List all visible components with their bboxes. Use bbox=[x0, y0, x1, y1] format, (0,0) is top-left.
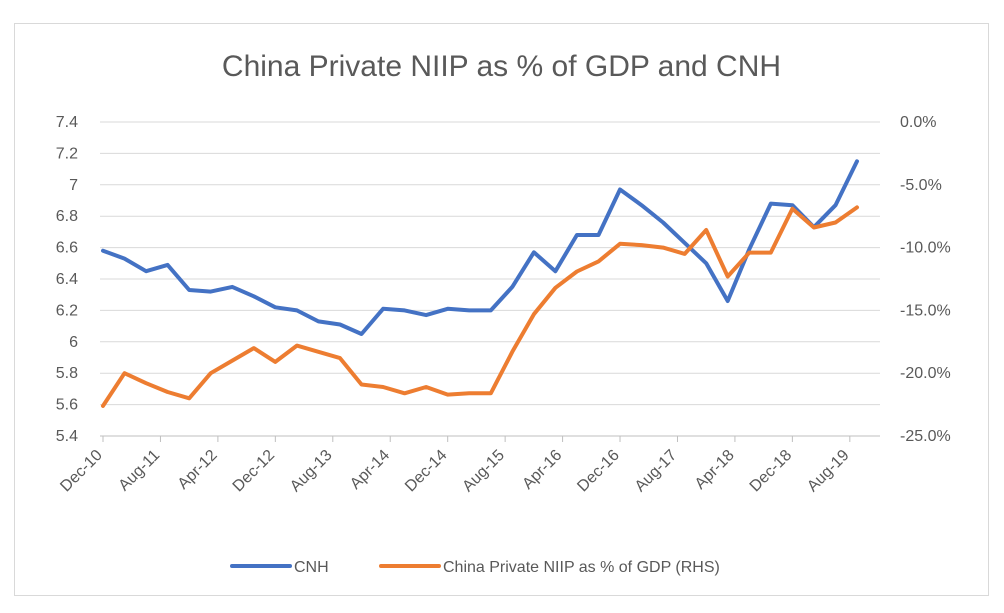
x-tick-label: Aug-13 bbox=[287, 447, 336, 496]
y-right-tick-label: -15.0% bbox=[900, 302, 951, 319]
y-left-tick-label: 5.4 bbox=[56, 428, 78, 445]
x-tick-label: Apr-12 bbox=[175, 447, 221, 493]
x-tick-label: Aug-19 bbox=[804, 447, 853, 496]
y-left-tick-label: 6 bbox=[69, 334, 78, 351]
y-right-tick-label: -5.0% bbox=[900, 177, 942, 194]
series-line-cnh bbox=[101, 159, 859, 336]
x-tick-label: Aug-11 bbox=[116, 447, 164, 495]
y-left-tick-label: 7.2 bbox=[56, 145, 78, 162]
y-right-tick-label: -25.0% bbox=[900, 428, 951, 445]
y-left-tick-label: 5.6 bbox=[56, 397, 78, 414]
y-right-tick-label: -10.0% bbox=[900, 240, 951, 257]
y-left-tick-label: 7 bbox=[69, 177, 78, 194]
x-tick-label: Aug-17 bbox=[632, 447, 681, 496]
x-tick-label: Aug-15 bbox=[459, 447, 508, 496]
y-right-tick-label: 0.0% bbox=[900, 114, 936, 131]
x-tick-label: Dec-12 bbox=[230, 447, 279, 496]
chart-title: China Private NIIP as % of GDP and CNH bbox=[221, 50, 782, 83]
x-tick-label: Dec-16 bbox=[574, 447, 623, 496]
x-tick-label: Apr-14 bbox=[347, 447, 393, 493]
legend-label: China Private NIIP as % of GDP (RHS) bbox=[443, 559, 720, 576]
y-left-tick-label: 6.6 bbox=[56, 240, 78, 257]
legend-label: CNH bbox=[294, 559, 329, 576]
x-tick-label: Apr-18 bbox=[692, 447, 738, 493]
y-left-tick-label: 7.4 bbox=[56, 114, 78, 131]
x-tick-label: Dec-10 bbox=[57, 447, 106, 496]
y-left-tick-label: 6.2 bbox=[56, 302, 78, 319]
x-tick-label: Dec-18 bbox=[747, 447, 796, 496]
x-tick-label: Apr-16 bbox=[519, 447, 565, 493]
y-left-tick-label: 5.8 bbox=[56, 365, 78, 382]
y-right-tick-label: -20.0% bbox=[900, 365, 951, 382]
x-tick-label: Dec-14 bbox=[402, 447, 451, 496]
y-left-tick-label: 6.4 bbox=[56, 271, 78, 288]
chart-area bbox=[14, 23, 989, 596]
y-left-tick-label: 6.8 bbox=[56, 208, 78, 225]
series-line-niip bbox=[101, 205, 859, 408]
